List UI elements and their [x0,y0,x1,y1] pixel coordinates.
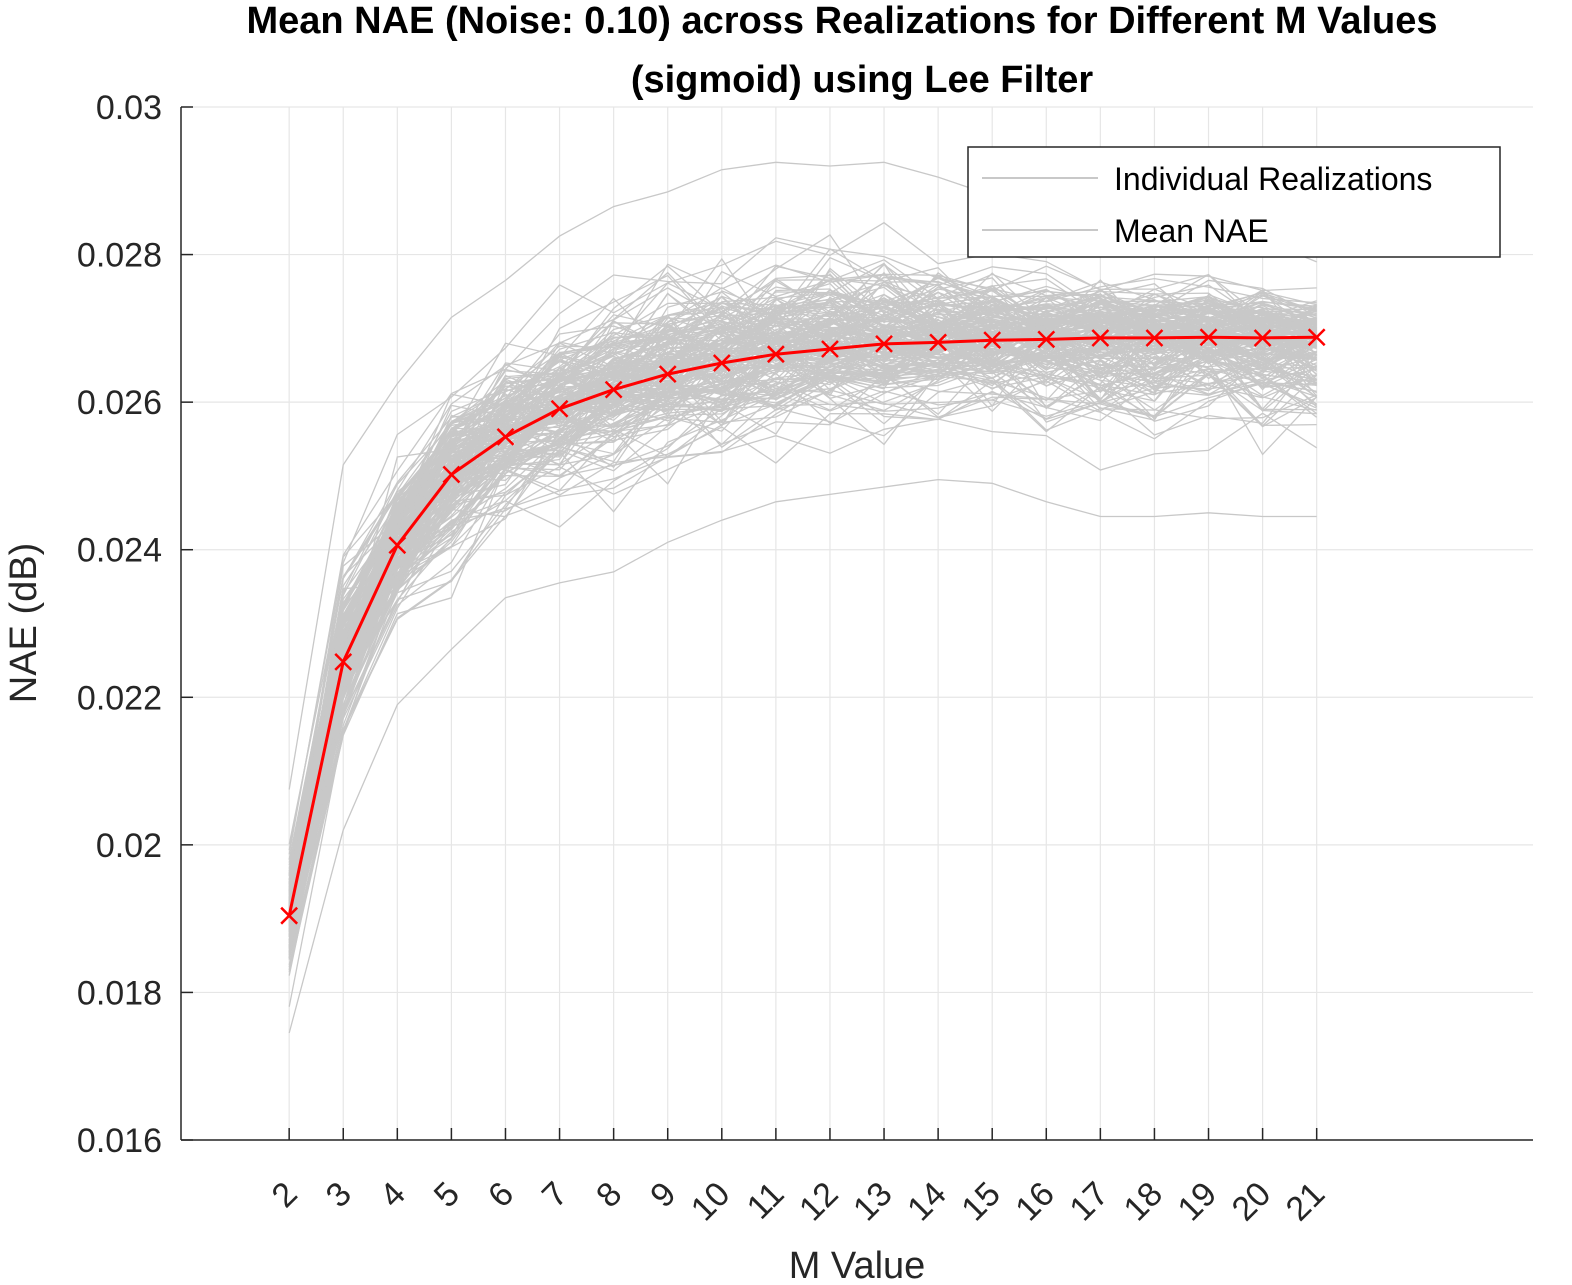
realization-line [288,293,1317,884]
mean-nae-marker [1253,329,1272,347]
y-tick-labels: 0.016 0.018 0.02 0.022 0.024 0.026 0.028 0.03 [77,89,162,1160]
mean-nae-marker [1091,329,1110,347]
mean-nae-marker [1037,330,1056,349]
mean-nae-marker [875,334,893,353]
legend-box [967,146,1501,258]
realization-line [288,313,1318,907]
realization-line [288,293,1317,894]
realization-line [288,300,1318,905]
mean-nae-group [280,328,1326,925]
realization-line [288,332,1317,946]
realization-line [288,295,1317,885]
realization-line [288,339,1318,953]
y-tick-label: 0.026 [77,384,162,422]
mean-nae-marker [766,345,785,364]
mean-nae-line [287,335,1317,917]
realization-line [288,317,1317,938]
realization-line [288,314,1317,907]
y-tick-label: 0.02 [96,827,162,865]
realization-line [288,412,1318,1007]
mean-nae-marker [604,380,623,399]
mean-nae-marker [1145,329,1164,347]
realization-line [288,284,1317,914]
realization-line [288,289,1318,860]
mean-nae-marker [280,906,299,925]
x-axis-label: M Value [789,1245,926,1285]
y-tick-label: 0.024 [77,532,162,570]
axes-group [180,106,1533,1141]
y-tick-label: 0.016 [77,1122,162,1160]
mean-nae-marker [1307,328,1326,347]
mean-nae-marker [712,354,731,372]
mean-nae-marker [821,340,839,358]
mean-nae-marker [334,652,353,671]
y-tick-label: 0.022 [77,679,162,717]
realization-line [288,331,1317,907]
realization-line [288,478,1317,1034]
chart-subtitle: (sigmoid) using Lee Filter [631,59,1094,101]
legend: Individual Realizations Mean NAE [967,146,1501,258]
legend-mean-label: Mean NAE [1114,213,1269,249]
realization-line [288,283,1317,880]
chart-title: Mean NAE (Noise: 0.10) across Realizatio… [246,0,1437,42]
mean-nae-marker [496,427,515,446]
y-tick-label: 0.018 [77,974,162,1012]
realization-line [288,319,1318,946]
mean-nae-marker [658,365,677,383]
realization-line [288,237,1317,855]
realization-line [288,273,1317,899]
realization-line [288,310,1318,916]
grid-lines [181,106,1533,1141]
realization-line [288,356,1317,949]
realization-line [288,311,1317,911]
mean-nae-marker [388,536,407,555]
realization-line [288,297,1317,888]
y-tick-label: 0.028 [77,237,162,275]
individual-realizations-group [288,161,1318,1034]
mean-nae-marker [442,465,461,484]
realization-line [288,342,1318,917]
realization-line [288,277,1317,880]
realization-line [288,352,1317,941]
realization-line [288,342,1318,948]
mean-nae-marker [550,399,569,418]
realization-line [288,256,1317,887]
legend-realizations-label: Individual Realizations [1114,161,1432,197]
y-tick-label: 0.03 [96,89,162,127]
mean-nae-marker [1199,328,1218,347]
y-axis-label: NAE (dB) [3,543,45,703]
realization-line [288,262,1318,915]
realization-line [288,248,1317,877]
realization-line [288,369,1317,938]
mean-nae-marker [929,333,948,352]
mean-nae-marker [983,331,1002,350]
